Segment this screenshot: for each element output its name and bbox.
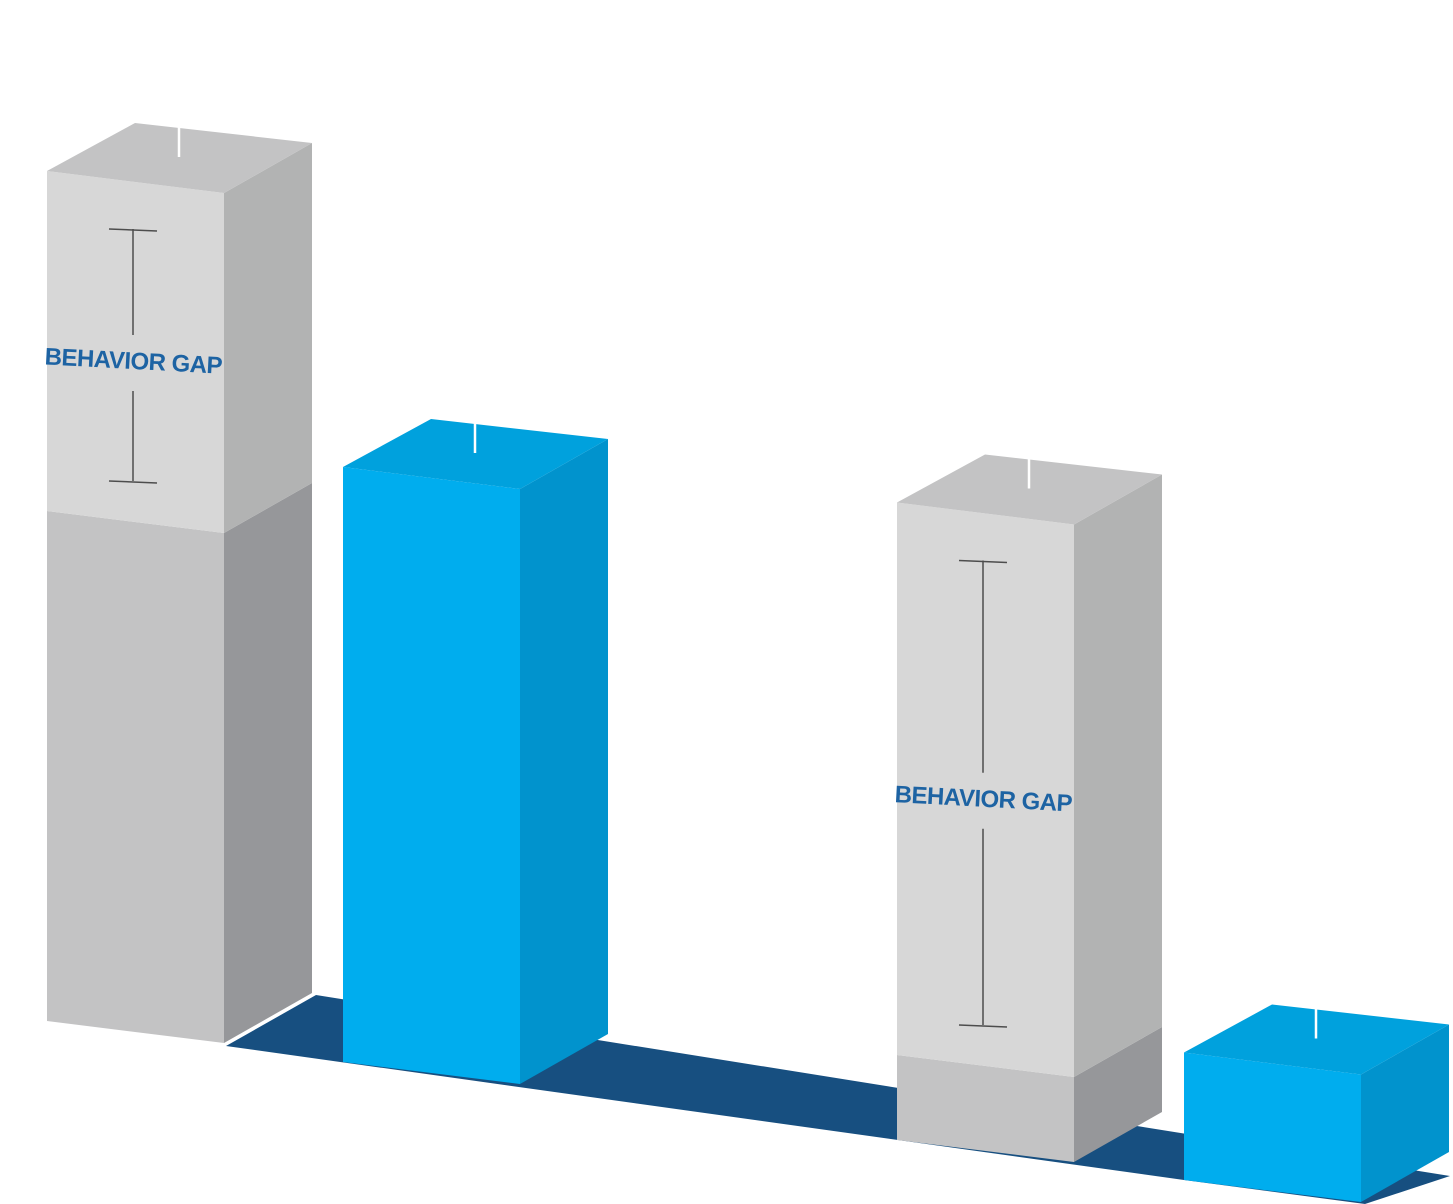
- gap-1-bracket-bottom: [958, 1024, 1008, 1028]
- bar-1-front: [343, 467, 520, 1084]
- bar-2-base-front: [897, 1055, 1074, 1162]
- bar-0-base-front: [47, 511, 224, 1043]
- bar-1-side: [520, 439, 608, 1084]
- bar-0-gap-side: [224, 143, 312, 533]
- bar-3-front: [1184, 1052, 1361, 1202]
- bar-0-gap-front: [47, 171, 224, 533]
- bar-2-gap-side: [1074, 474, 1162, 1077]
- bar-2-gap-top: [897, 454, 1162, 525]
- bar-3-top: [1184, 1004, 1449, 1075]
- bar-0-gap-top: [47, 123, 312, 193]
- gap-0-bracket-bottom: [108, 480, 158, 484]
- bar-3-side: [1361, 1024, 1449, 1202]
- bar-2-base-side: [1074, 1027, 1162, 1162]
- bar-2-gap-front: [897, 502, 1074, 1077]
- bar-0-base-side: [224, 483, 312, 1043]
- bar-1-top: [343, 419, 608, 489]
